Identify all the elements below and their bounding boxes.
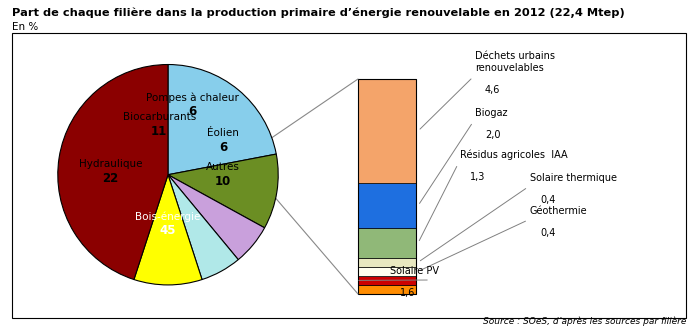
Text: Éolien: Éolien [207,128,239,138]
Text: 4,6: 4,6 [485,85,500,95]
Text: Résidus agricoles  IAA: Résidus agricoles IAA [460,150,568,160]
Bar [358,258,416,267]
Text: 22: 22 [103,171,119,184]
Text: Déchets urbains
renouvelables: Déchets urbains renouvelables [475,51,555,73]
Wedge shape [58,65,168,280]
Bar [358,183,416,228]
Text: 11: 11 [151,125,167,138]
Bar [358,79,416,183]
Text: Biocarburants: Biocarburants [122,113,196,122]
Text: Part de chaque filière dans la production primaire d’énergie renouvelable en 201: Part de chaque filière dans la productio… [12,8,624,18]
Text: Pompes à chaleur: Pompes à chaleur [146,92,239,103]
Text: 10: 10 [215,175,231,188]
Text: 0,4: 0,4 [540,228,555,238]
Bar [358,285,416,294]
Bar [358,79,416,294]
Text: Géothermie: Géothermie [530,206,587,216]
Text: Bois-énergie: Bois-énergie [135,211,201,222]
Text: 45: 45 [160,224,176,238]
Text: En %: En % [12,22,38,32]
Text: 2,0: 2,0 [485,130,500,140]
Bar [358,228,416,258]
Wedge shape [134,175,202,285]
Text: Solaire PV: Solaire PV [390,266,439,276]
Wedge shape [168,175,238,280]
Text: Biogaz: Biogaz [475,108,507,118]
Text: 0,4: 0,4 [540,195,555,205]
Wedge shape [168,175,265,260]
Text: 1,6: 1,6 [400,288,415,298]
Text: Hydraulique: Hydraulique [79,159,142,169]
Text: 6: 6 [219,141,228,154]
Wedge shape [168,154,278,228]
FancyBboxPatch shape [12,33,686,318]
Text: Autres: Autres [206,162,240,172]
Text: 6: 6 [188,106,197,118]
Text: Solaire thermique: Solaire thermique [530,173,617,183]
Text: 1,3: 1,3 [470,172,485,182]
Bar [358,276,416,285]
Text: Source : SOeS, d’après les sources par filière: Source : SOeS, d’après les sources par f… [482,317,686,326]
Wedge shape [168,65,276,175]
Bar [358,267,416,276]
